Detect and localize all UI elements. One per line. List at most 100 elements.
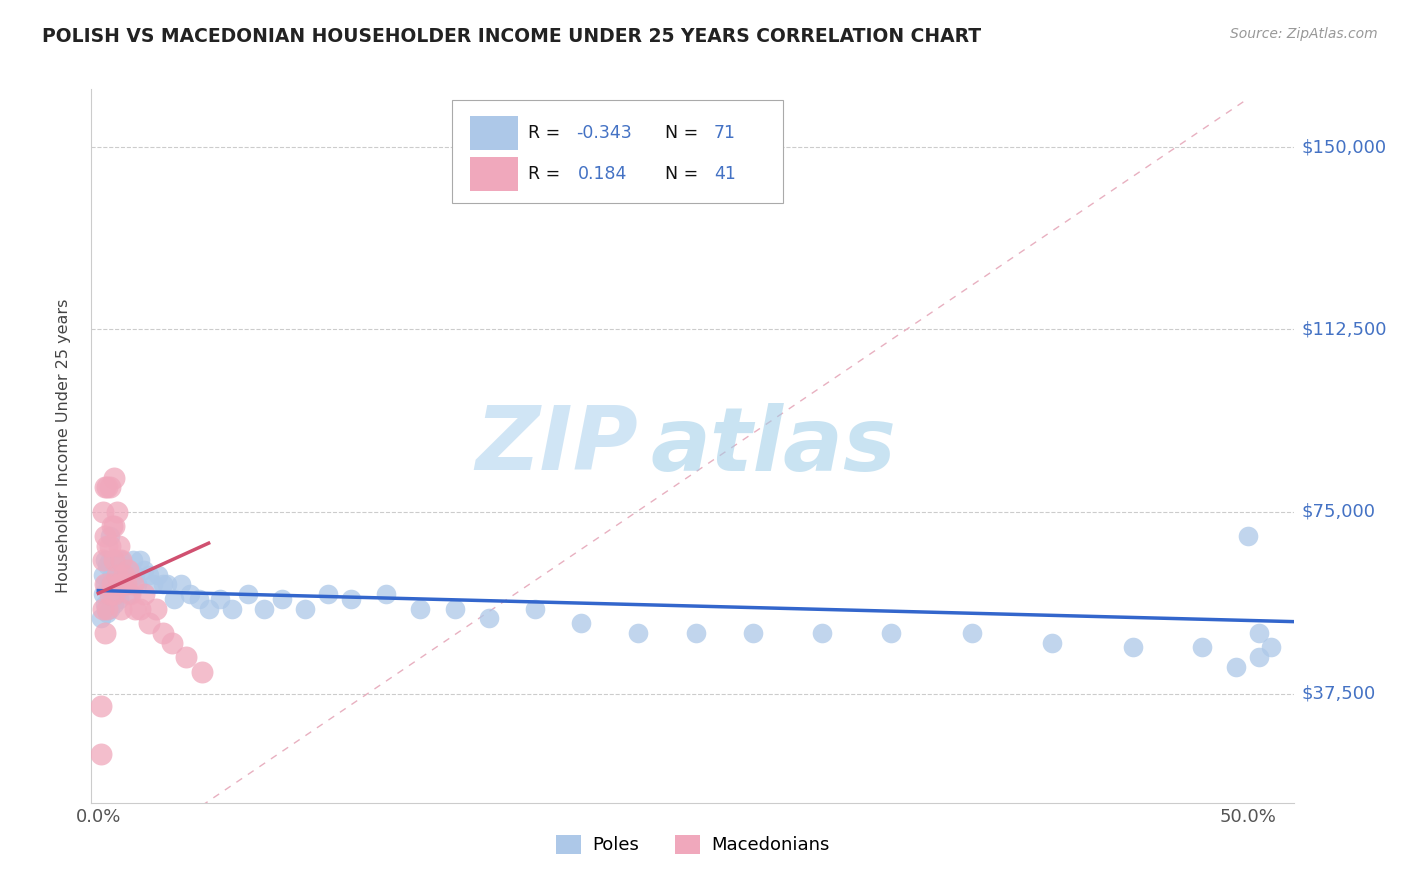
Point [627,626,650,640]
Point [1247,650,1270,665]
Point [374,587,396,601]
Point [142,577,165,591]
Point [98,539,121,553]
Point [94,553,117,567]
Point [145,601,167,615]
Point [117,563,139,577]
Point [108,577,131,591]
Point [96,607,118,621]
Point [236,587,259,601]
Point [880,626,903,640]
Point [443,601,465,615]
Point [170,577,193,591]
Point [160,635,183,649]
Text: $150,000: $150,000 [1302,138,1386,156]
Point [1260,640,1282,655]
Point [96,480,118,494]
Text: R =: R = [527,165,565,183]
Point [156,577,179,591]
Point [105,563,128,577]
Point [253,601,276,615]
Point [110,553,132,567]
Text: N =: N = [654,124,704,142]
FancyBboxPatch shape [451,100,783,203]
Point [96,601,118,615]
Bar [470,116,519,150]
Point [960,626,983,640]
Point [115,577,138,591]
Point [101,591,124,606]
Point [197,601,219,615]
Point [121,553,143,567]
Point [138,567,160,582]
Point [90,611,112,625]
Point [524,601,547,615]
Point [128,601,150,615]
Point [103,577,125,591]
Point [110,553,132,567]
Point [103,553,125,567]
Point [138,616,160,631]
Point [221,601,243,615]
Point [90,747,112,762]
Point [124,601,146,615]
Point [98,553,121,567]
Point [98,577,121,591]
Point [94,577,117,591]
Point [103,587,125,601]
Text: POLISH VS MACEDONIAN HOUSEHOLDER INCOME UNDER 25 YEARS CORRELATION CHART: POLISH VS MACEDONIAN HOUSEHOLDER INCOME … [42,27,981,45]
Point [271,591,294,606]
Point [94,577,117,591]
Point [108,539,131,553]
Point [478,611,501,625]
Text: 41: 41 [714,165,735,183]
Text: atlas: atlas [651,402,896,490]
Point [685,626,707,640]
Point [112,567,135,582]
Point [209,591,232,606]
Text: N =: N = [654,165,704,183]
Text: $75,000: $75,000 [1302,502,1376,521]
Point [91,553,114,567]
Point [1247,626,1270,640]
Point [91,587,114,601]
Point [112,567,135,582]
Point [105,567,128,582]
Point [91,567,114,582]
Point [1236,529,1258,543]
Point [101,567,124,582]
Point [98,601,121,615]
Point [569,616,592,631]
Point [91,601,114,615]
Point [110,601,132,615]
Point [1122,640,1144,655]
Text: $112,500: $112,500 [1302,320,1388,338]
Point [124,567,146,582]
Point [98,480,121,494]
Point [120,587,142,601]
Point [103,597,125,611]
Point [96,558,118,572]
Point [90,698,112,713]
Point [120,587,142,601]
Point [163,591,186,606]
Point [742,626,765,640]
Point [105,504,128,518]
Point [134,563,156,577]
Text: R =: R = [527,124,565,142]
Point [152,626,174,640]
Point [96,539,118,553]
Text: -0.343: -0.343 [576,124,631,142]
Point [115,577,138,591]
Bar [470,157,519,191]
Text: 71: 71 [714,124,737,142]
Text: $37,500: $37,500 [1302,684,1376,703]
Text: Source: ZipAtlas.com: Source: ZipAtlas.com [1230,27,1378,41]
Point [101,519,124,533]
Point [94,597,117,611]
Point [103,519,125,533]
Point [110,577,132,591]
Point [94,529,117,543]
Point [94,480,117,494]
Point [98,529,121,543]
